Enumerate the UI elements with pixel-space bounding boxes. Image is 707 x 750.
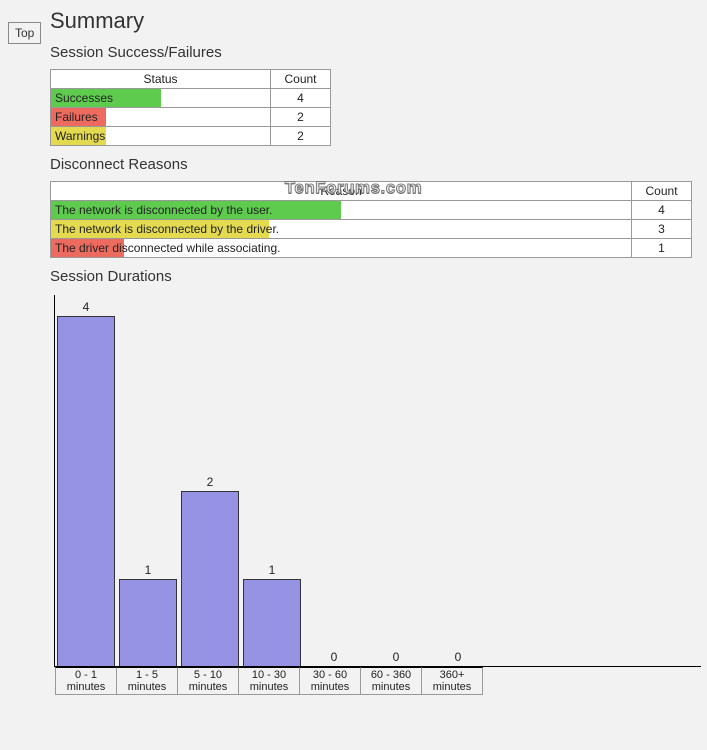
reason-header: Reason <box>51 182 632 201</box>
bar-slot: 0 <box>365 295 427 666</box>
bar-rect <box>243 579 301 667</box>
bar-value-label: 2 <box>207 475 214 489</box>
report-content: Summary Session Success/Failures StatusC… <box>50 8 701 695</box>
table-row: Successes4 <box>51 89 331 108</box>
bar-value-label: 0 <box>393 650 400 664</box>
status-header: Status <box>51 70 271 89</box>
table-row: Failures2 <box>51 108 331 127</box>
bar-slot: 1 <box>241 295 303 666</box>
status-cell: Successes <box>51 89 271 108</box>
table-row: The driver disconnected while associatin… <box>51 239 692 258</box>
status-cell: Failures <box>51 108 271 127</box>
bar-value-label: 0 <box>455 650 462 664</box>
x-axis-label: 0 - 1 minutes <box>55 667 117 695</box>
chart-x-labels: 0 - 1 minutes1 - 5 minutes5 - 10 minutes… <box>55 667 701 695</box>
count-cell: 4 <box>271 89 331 108</box>
count-header: Count <box>632 182 692 201</box>
count-cell: 3 <box>632 220 692 239</box>
x-axis-label: 360+ minutes <box>421 667 483 695</box>
table-row: Warnings2 <box>51 127 331 146</box>
x-axis-label: 10 - 30 minutes <box>238 667 300 695</box>
status-table: StatusCountSuccesses4Failures2Warnings2 <box>50 69 331 146</box>
status-cell: Warnings <box>51 127 271 146</box>
bar-slot: 0 <box>303 295 365 666</box>
bar-value-label: 1 <box>269 563 276 577</box>
bar-slot: 1 <box>117 295 179 666</box>
count-cell: 1 <box>632 239 692 258</box>
bar-slot: 2 <box>179 295 241 666</box>
status-section-title: Session Success/Failures <box>50 44 701 61</box>
bar-rect <box>119 579 177 667</box>
reason-cell: The network is disconnected by the drive… <box>51 220 632 239</box>
bar-rect <box>57 316 115 666</box>
x-axis-label: 5 - 10 minutes <box>177 667 239 695</box>
x-axis-label: 30 - 60 minutes <box>299 667 361 695</box>
chart-bars: 4 1 2 1 0 0 0 <box>55 295 701 666</box>
reasons-section-title: Disconnect Reasons <box>50 156 701 173</box>
bar-rect <box>181 491 239 666</box>
reason-cell: The network is disconnected by the user. <box>51 201 632 220</box>
count-cell: 4 <box>632 201 692 220</box>
table-row: The network is disconnected by the user.… <box>51 201 692 220</box>
durations-section-title: Session Durations <box>50 268 701 285</box>
reasons-table: ReasonCountThe network is disconnected b… <box>50 181 692 258</box>
bar-value-label: 1 <box>145 563 152 577</box>
bar-slot: 4 <box>55 295 117 666</box>
durations-chart: 4 1 2 1 0 0 0 0 - 1 minutes1 - 5 minutes5 - 10… <box>50 295 701 695</box>
x-axis-label: 1 - 5 minutes <box>116 667 178 695</box>
count-header: Count <box>271 70 331 89</box>
table-row: The network is disconnected by the drive… <box>51 220 692 239</box>
bar-value-label: 4 <box>83 300 90 314</box>
count-cell: 2 <box>271 127 331 146</box>
bar-slot: 0 <box>427 295 489 666</box>
top-button[interactable]: Top <box>8 22 41 44</box>
count-cell: 2 <box>271 108 331 127</box>
x-axis-label: 60 - 360 minutes <box>360 667 422 695</box>
reason-cell: The driver disconnected while associatin… <box>51 239 632 258</box>
page-title: Summary <box>50 8 701 34</box>
bar-value-label: 0 <box>331 650 338 664</box>
